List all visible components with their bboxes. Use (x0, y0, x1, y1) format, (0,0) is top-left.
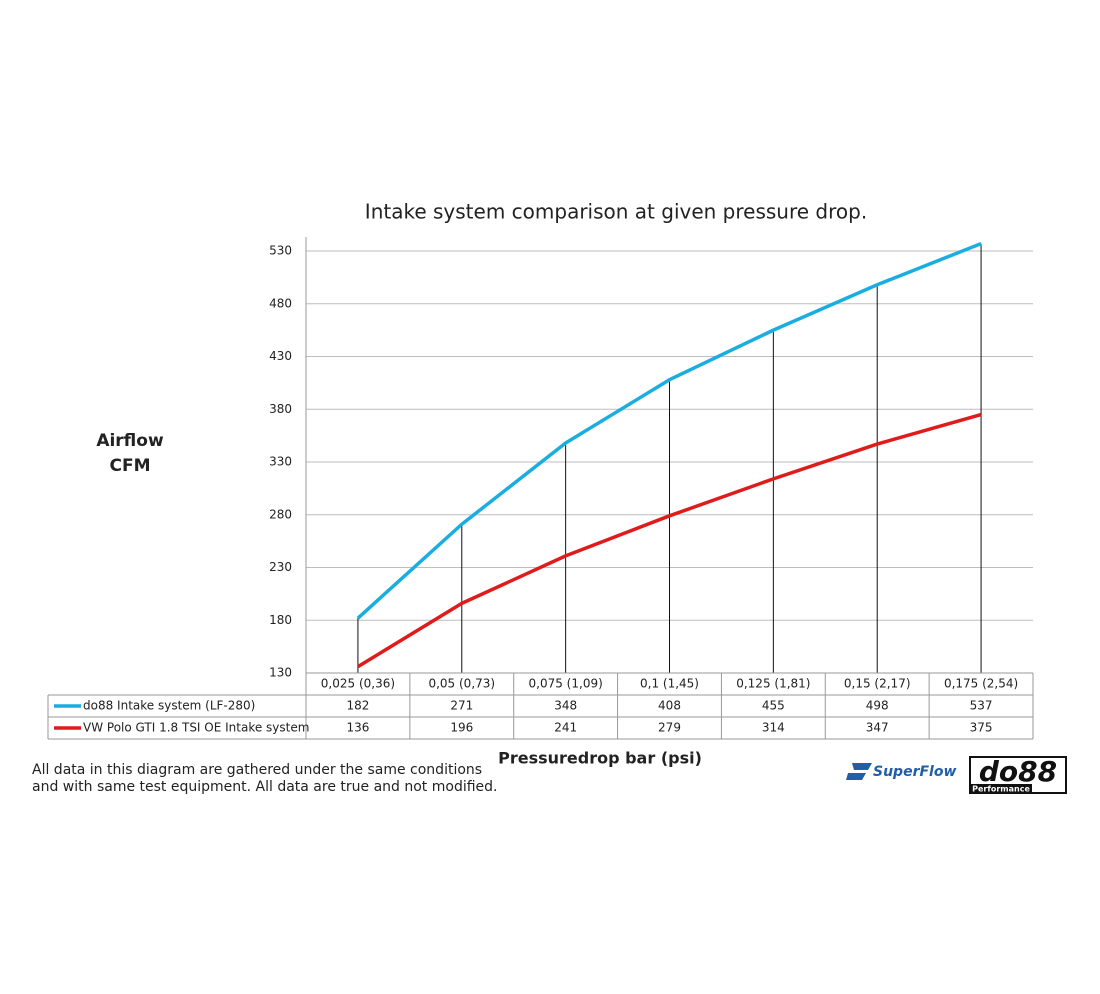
superflow-logo: SuperFlow (846, 763, 956, 780)
table-value: 196 (450, 721, 473, 735)
x-tick-label: 0,15 (2,17) (844, 677, 911, 691)
logo-band (970, 784, 1032, 793)
table-value: 375 (970, 721, 993, 735)
x-tick-label: 0,025 (0,36) (321, 677, 395, 691)
logo-text: SuperFlow (873, 764, 956, 780)
x-tick-label: 0,1 (1,45) (640, 677, 699, 691)
table-value: 537 (970, 699, 993, 713)
table-value: 136 (346, 721, 369, 735)
logo-mark (846, 763, 872, 780)
x-axis-label: Pressuredrop bar (psi) (498, 749, 702, 768)
x-tick-label: 0,175 (2,54) (944, 677, 1018, 691)
y-axis-label: CFM (109, 456, 150, 476)
table-value: 498 (866, 699, 889, 713)
do88-logo: do88 Performance (969, 755, 1067, 794)
table-value: 241 (554, 721, 577, 735)
table-value: 314 (762, 721, 785, 735)
footnote: and with same test equipment. All data a… (32, 779, 498, 795)
x-tick-label: 0,05 (0,73) (428, 677, 495, 691)
logo-text: do88 (979, 755, 1057, 788)
y-tick-label: 380 (269, 402, 292, 416)
table-value: 455 (762, 699, 785, 713)
series-line (357, 412, 982, 669)
y-tick-label: 180 (269, 613, 292, 627)
chart-title: Intake system comparison at given pressu… (365, 200, 867, 224)
table-value: 408 (658, 699, 681, 713)
legend-label: do88 Intake system (LF-280) (83, 699, 255, 713)
table-value: 279 (658, 721, 681, 735)
table-value: 182 (346, 699, 369, 713)
y-tick-label: 280 (269, 507, 292, 521)
y-tick-label: 330 (269, 455, 292, 469)
x-tick-label: 0,125 (1,81) (736, 677, 810, 691)
footnote: All data in this diagram are gathered un… (32, 762, 482, 778)
logo-text: Performance (972, 785, 1030, 794)
table-value: 348 (554, 699, 577, 713)
y-axis-label: Airflow (96, 431, 164, 451)
x-tick-label: 0,075 (1,09) (529, 677, 603, 691)
table-value: 271 (450, 699, 473, 713)
y-tick-label: 230 (269, 560, 292, 574)
y-tick-label: 430 (269, 349, 292, 363)
table-value: 347 (866, 721, 889, 735)
y-tick-label: 480 (269, 296, 292, 310)
series-line (356, 241, 982, 620)
y-tick-label: 530 (269, 244, 292, 258)
y-tick-label: 130 (269, 666, 292, 680)
legend-label: VW Polo GTI 1.8 TSI OE Intake system (83, 721, 309, 735)
